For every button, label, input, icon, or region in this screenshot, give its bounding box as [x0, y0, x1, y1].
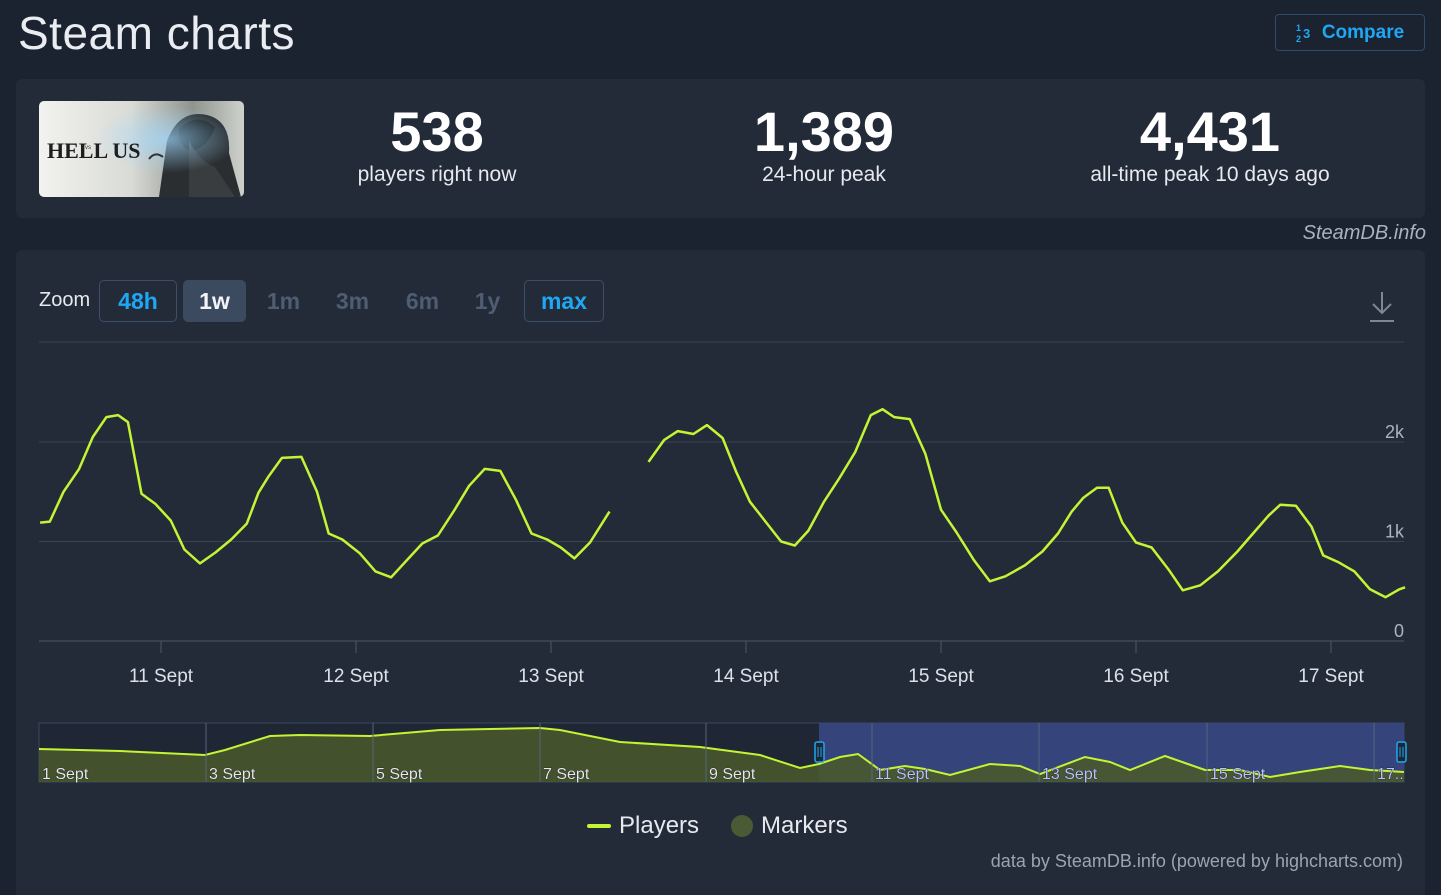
navigator-label: 5 Sept	[376, 766, 423, 783]
stat-24h-peak: 1,389 24-hour peak	[624, 99, 1024, 187]
stat-label: 24-hour peak	[762, 163, 886, 186]
legend-players[interactable]: Players	[587, 812, 699, 840]
zoom-1w-button[interactable]: 1w	[183, 280, 246, 322]
stat-value: 1,389	[753, 100, 895, 163]
svg-text:2: 2	[1296, 34, 1301, 44]
chart-credits[interactable]: data by SteamDB.info (powered by highcha…	[990, 851, 1403, 871]
zoom-1y-button[interactable]: 1y	[474, 287, 501, 314]
x-tick-label: 13 Sept	[518, 666, 584, 687]
stats-panel: HELL US vs 538 players right now 1,389 2…	[16, 79, 1425, 218]
zoom-3m-button[interactable]: 3m	[335, 287, 370, 314]
zoom-label: Zoom	[39, 289, 91, 311]
compare-label: Compare	[1321, 21, 1405, 43]
stat-all-time-peak: 4,431 all-time peak 10 days ago	[1010, 99, 1410, 187]
x-tick-label: 11 Sept	[129, 666, 194, 687]
navigator-handle[interactable]	[1396, 741, 1407, 763]
legend-markers-label: Markers	[761, 812, 848, 839]
navigator-label: 1 Sept	[42, 766, 89, 783]
page-title: Steam charts	[18, 7, 295, 59]
navigator-label: 11 Sept	[875, 766, 930, 783]
svg-text:3: 3	[1303, 26, 1310, 41]
game-logo[interactable]: HELL US vs	[39, 101, 244, 197]
x-tick-label: 14 Sept	[713, 666, 779, 687]
game-logo-subtext: vs	[85, 145, 91, 151]
navigator-label: 13 Sept	[1042, 766, 1098, 783]
navigator-area	[39, 728, 1404, 782]
compare-button[interactable]: 1 2 3 Compare	[1275, 14, 1425, 51]
navigator-label: 3 Sept	[209, 766, 256, 783]
players-line[interactable]	[647, 407, 1406, 599]
y-tick-label: 2k	[1385, 422, 1405, 442]
game-logo-text: HELL US	[47, 138, 141, 163]
zoom-6m-button[interactable]: 6m	[405, 287, 440, 314]
zoom-48h-button[interactable]: 48h	[99, 280, 177, 322]
source-link[interactable]: SteamDB.info	[1302, 222, 1426, 244]
markers-dot-icon	[731, 815, 753, 837]
x-tick-label: 15 Sept	[908, 666, 974, 687]
legend-players-label: Players	[619, 812, 700, 839]
svg-text:1: 1	[1296, 23, 1301, 33]
players-swatch-icon	[587, 824, 611, 828]
navigator-handle[interactable]	[814, 741, 825, 763]
stat-label: all-time peak 10 days ago	[1090, 163, 1330, 186]
download-icon[interactable]	[1368, 290, 1396, 324]
zoom-max-button[interactable]: max	[524, 280, 604, 322]
players-line[interactable]	[39, 413, 611, 579]
zoom-1m-button[interactable]: 1m	[266, 287, 301, 314]
x-tick-label: 17 Sept	[1298, 666, 1364, 687]
navigator-label: 9 Sept	[709, 766, 756, 783]
navigator-line	[38, 726, 1405, 779]
navigator-label: 7 Sept	[543, 766, 590, 783]
navigator-label: 17..	[1377, 766, 1404, 783]
y-tick-label: 0	[1394, 621, 1404, 641]
y-tick-label: 1k	[1385, 522, 1405, 542]
legend-markers[interactable]: Markers	[731, 812, 848, 840]
x-tick-label: 12 Sept	[323, 666, 389, 687]
stat-value: 4,431	[1139, 100, 1281, 163]
x-tick-label: 16 Sept	[1103, 666, 1169, 687]
stat-label: players right now	[357, 163, 517, 186]
stat-players-now: 538 players right now	[237, 99, 637, 187]
navigator-label: 15 Sept	[1210, 766, 1266, 783]
chart-panel	[16, 250, 1425, 895]
stat-value: 538	[390, 100, 484, 163]
numbered-list-icon: 1 2 3	[1296, 22, 1314, 44]
